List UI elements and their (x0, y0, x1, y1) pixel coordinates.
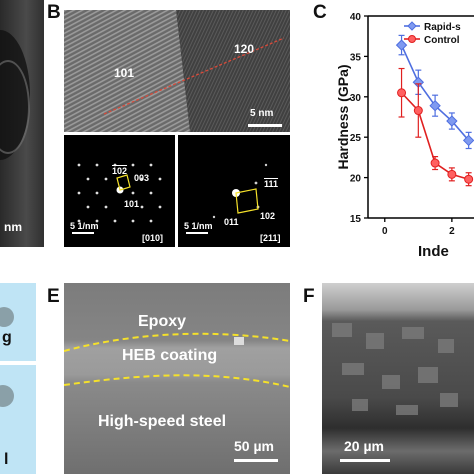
label-substrate: High-speed steel (98, 413, 227, 430)
coating-debris (234, 337, 244, 345)
hrtem-label-120: 120 (234, 42, 255, 56)
saed-right-scale-bar (186, 232, 208, 234)
y-tick-label-3: 30 (350, 93, 362, 104)
series-0-point-0 (395, 39, 408, 51)
panel-a-scale-label: nm (4, 220, 22, 234)
x-tick-label-0: 0 (382, 226, 388, 237)
series-1-point-3 (447, 169, 457, 179)
hrtem-left-grain (64, 10, 190, 132)
saed-right-box (235, 188, 259, 214)
panel-d-bottom-specimen (0, 385, 14, 407)
panel-d-top-tile: g (0, 283, 36, 361)
saed-left-box (116, 174, 131, 191)
x-tick-label-1: 2 (449, 226, 455, 237)
panel-f-sem-image: 20 µm (322, 283, 474, 474)
hardness-chart: 15 20 25 30 35 40 0 2 Hardness (GPa) Inde Rapid-s C… (335, 12, 474, 260)
saed-left-svg (77, 163, 162, 223)
saed-right-zone-axis: [211] (260, 233, 281, 243)
saed-left-label-102: 102 (112, 166, 128, 176)
panel-f-scale-bar (340, 459, 390, 462)
panel-f-svg (332, 323, 458, 415)
panel-d-top-text: g (2, 329, 12, 346)
hrtem-scale-label: 5 nm (250, 108, 274, 119)
saed-right-svg (212, 163, 268, 219)
panel-b-saed-right: 111 011 102 5 1/nm [211] (178, 135, 290, 247)
panel-e-letter: E (47, 286, 60, 307)
saed-right-label-102: 102 (260, 211, 276, 221)
saed-right-label-111: 111 (264, 179, 279, 189)
hrtem-label-101: 101 (114, 66, 135, 80)
panel-f-letter: F (303, 286, 315, 307)
panel-f-scale-label: 20 µm (344, 438, 384, 454)
series-line-0 (400, 44, 470, 141)
coating-top-boundary (64, 332, 290, 352)
saed-left-label-101: 101 (124, 199, 140, 209)
legend-label-0: Rapid-s (424, 22, 461, 33)
y-tick-label-5: 40 (350, 12, 362, 23)
series-1-point-0 (397, 88, 407, 98)
panel-b-hrtem-image: 101 120 5 nm (64, 10, 290, 132)
panel-e-scale-bar (234, 459, 278, 462)
coating-bottom-boundary (64, 374, 290, 388)
saed-left-zone-axis: [010] (142, 233, 164, 243)
series-1-point-4 (464, 174, 474, 184)
y-tick-label-0: 15 (350, 214, 362, 225)
panel-d-top-specimen (0, 307, 14, 327)
saed-right-scale-label: 5 1/nm (184, 221, 213, 231)
legend-marker-1 (408, 35, 416, 43)
panel-e-scale-label: 50 µm (234, 438, 274, 454)
label-epoxy: Epoxy (138, 313, 187, 330)
x-axis-label: Inde (418, 243, 449, 260)
label-heb-coating: HEB coating (122, 347, 218, 364)
saed-left-scale-label: 5 1/nm (70, 221, 99, 231)
panel-d-bottom-text: l (4, 451, 9, 468)
fracture-grains (332, 323, 458, 415)
hrtem-interface-line (103, 37, 285, 115)
panel-e-sem-image: Epoxy HEB coating High-speed steel 50 µm (64, 283, 290, 474)
series-1-point-1 (413, 106, 423, 116)
panel-d-bottom-tile: l (0, 365, 36, 474)
hrtem-scale-bar (248, 124, 282, 127)
series-0-point-2 (429, 99, 441, 112)
panel-e-svg (64, 332, 290, 388)
legend-marker-0 (407, 21, 417, 31)
saed-left-spots (77, 163, 162, 223)
y-tick-label-2: 25 (350, 133, 362, 144)
y-axis-label: Hardness (GPa) (335, 64, 351, 169)
panel-c-letter: C (313, 2, 327, 23)
y-tick-label-4: 35 (350, 52, 362, 63)
y-tick-label-1: 20 (350, 174, 362, 185)
panel-b-letter: B (47, 2, 61, 23)
series-0-point-4 (462, 134, 474, 147)
saed-right-label-011: 011 (224, 217, 239, 227)
series-1-point-2 (430, 158, 440, 168)
panel-a-image: nm (0, 0, 44, 247)
saed-left-label-003: 003 (134, 173, 150, 183)
series-0-point-3 (446, 115, 458, 127)
hrtem-svg (64, 10, 290, 132)
legend-label-1: Control (424, 35, 460, 46)
panel-b-saed-left: 102 003 101 5 1/nm [010] (64, 135, 175, 247)
saed-left-scale-bar (72, 232, 94, 234)
